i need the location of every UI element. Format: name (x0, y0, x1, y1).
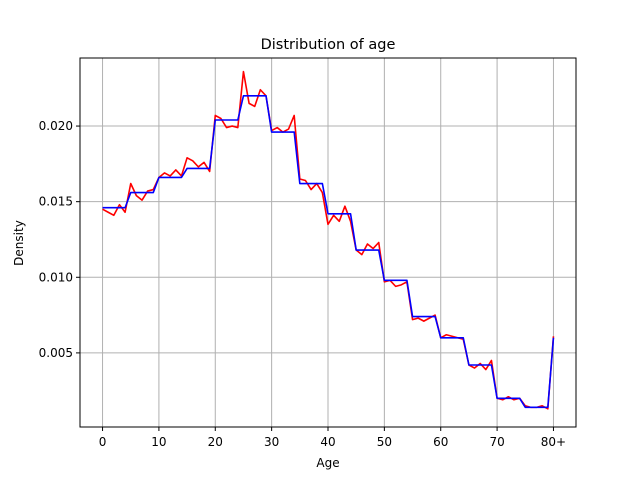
y-tick-label: 0.020 (39, 119, 73, 133)
y-axis-ticks: 0.005 0.010 0.015 0.020 (39, 119, 80, 360)
x-tick-label: 50 (377, 435, 392, 449)
y-tick-label: 0.015 (39, 195, 73, 209)
y-tick-label: 0.005 (39, 346, 73, 360)
x-axis-ticks: 0 10 20 30 40 50 60 70 80+ (99, 427, 566, 449)
x-tick-label: 60 (433, 435, 448, 449)
x-tick-label: 0 (99, 435, 107, 449)
x-tick-label: 30 (264, 435, 279, 449)
x-tick-label: 40 (320, 435, 335, 449)
x-tick-label: 70 (489, 435, 504, 449)
x-axis-label: Age (316, 456, 339, 470)
chart-title: Distribution of age (261, 37, 396, 53)
series-line-2 (102, 95, 555, 409)
series-lines (102, 70, 555, 410)
y-tick-label: 0.010 (39, 270, 73, 284)
x-tick-label: 10 (151, 435, 166, 449)
grid-lines (80, 58, 576, 427)
x-tick-label: 20 (208, 435, 223, 449)
y-axis-label: Density (12, 220, 26, 266)
x-tick-label: 80+ (541, 435, 566, 449)
